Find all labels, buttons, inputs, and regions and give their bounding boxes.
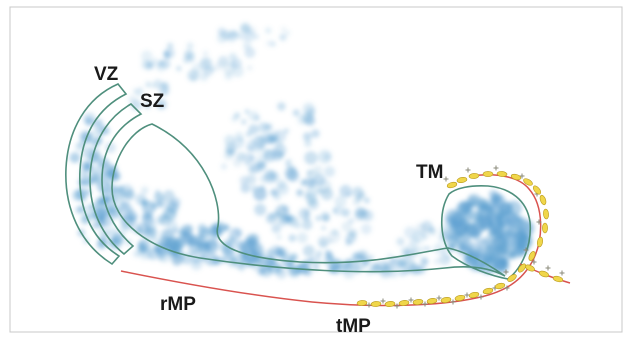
vz-label: VZ: [94, 64, 119, 85]
sz-outline: [89, 103, 143, 256]
sz-label: SZ: [140, 91, 165, 112]
staining-cloud: [69, 22, 535, 279]
meningeal-cells: [356, 165, 565, 309]
rmp-label: rMP: [160, 294, 196, 315]
vz-outline: [65, 83, 128, 266]
tm-outline: [440, 185, 532, 280]
main-region-outline: [111, 123, 506, 277]
tm-label: TM: [416, 162, 443, 183]
tmp-label: tMP: [336, 316, 371, 337]
